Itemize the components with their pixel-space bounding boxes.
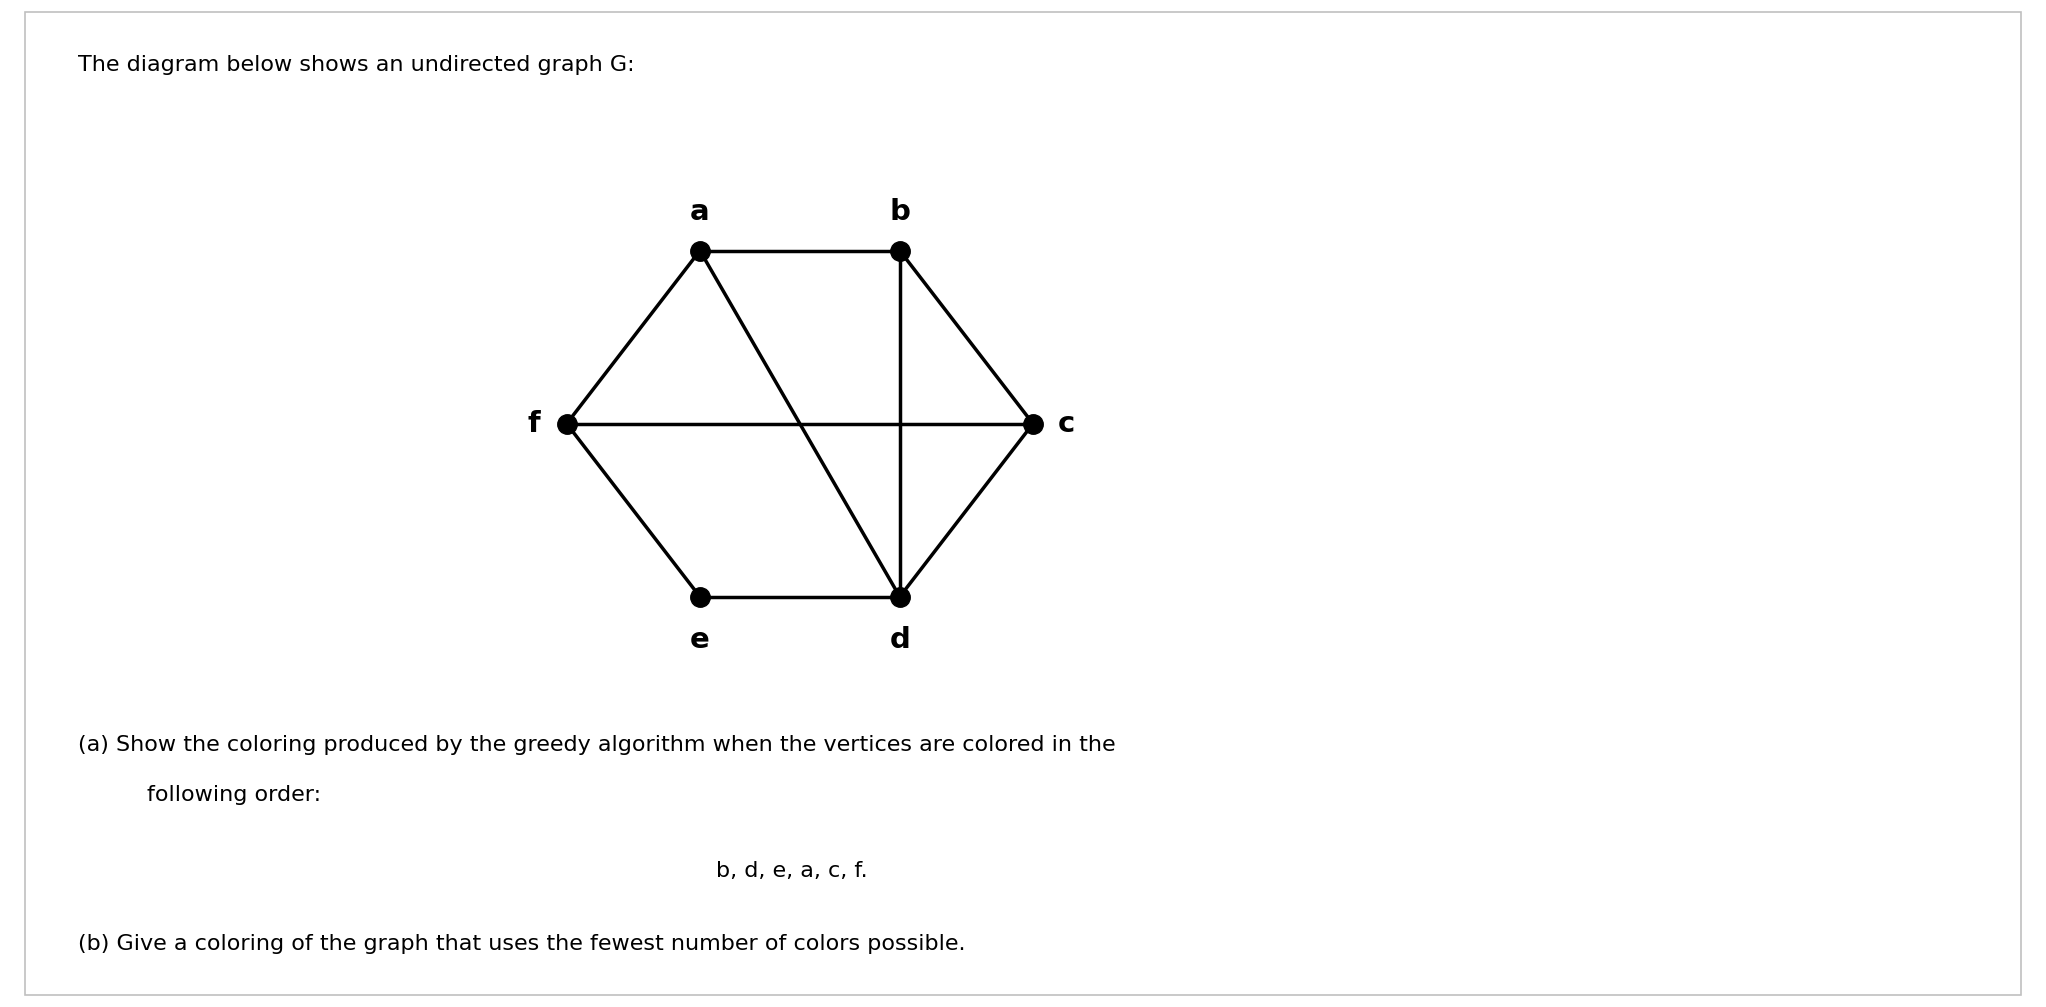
- Text: a: a: [690, 197, 710, 226]
- Text: b: b: [890, 197, 910, 226]
- Text: e: e: [690, 626, 710, 654]
- Text: d: d: [890, 626, 910, 654]
- Text: The diagram below shows an undirected graph G:: The diagram below shows an undirected gr…: [78, 55, 634, 76]
- Text: (b) Give a coloring of the graph that uses the fewest number of colors possible.: (b) Give a coloring of the graph that us…: [78, 934, 966, 955]
- Text: following order:: following order:: [147, 785, 321, 806]
- Text: (a) Show the coloring produced by the greedy algorithm when the vertices are col: (a) Show the coloring produced by the gr…: [78, 735, 1115, 755]
- Text: f: f: [528, 410, 540, 438]
- Text: b, d, e, a, c, f.: b, d, e, a, c, f.: [716, 861, 868, 881]
- Text: c: c: [1058, 410, 1074, 438]
